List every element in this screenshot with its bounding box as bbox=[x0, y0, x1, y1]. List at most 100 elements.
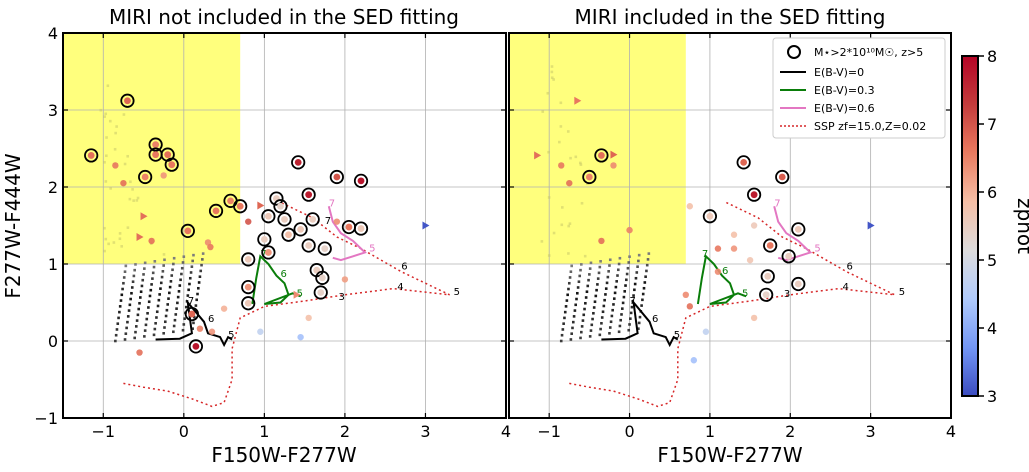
track-age-label: 5 bbox=[228, 330, 234, 341]
model-grid-point bbox=[588, 335, 592, 338]
galaxy-limit-marker bbox=[422, 221, 430, 230]
massive-galaxy-point bbox=[766, 242, 774, 249]
track-age-label: 5 bbox=[742, 288, 748, 299]
model-grid-point bbox=[584, 296, 588, 299]
faint-model-point bbox=[126, 226, 130, 229]
model-grid-point bbox=[165, 308, 169, 312]
massive-galaxy-ring bbox=[261, 245, 276, 260]
model-grid-point bbox=[633, 282, 637, 286]
model-grid-point bbox=[168, 291, 171, 295]
faint-model-point bbox=[106, 84, 110, 88]
model-grid-point bbox=[198, 275, 202, 279]
colorbar-tick-label: 8 bbox=[987, 47, 997, 66]
legend: M⋆>2*10¹⁰M☉, z>5 E(B-V)=0 E(B-V)=0.3 E(B-V… bbox=[772, 37, 946, 139]
model-grid-point bbox=[568, 276, 572, 279]
x-tick-label: 4 bbox=[946, 422, 956, 441]
model-grid-point bbox=[625, 278, 628, 282]
faint-model-point bbox=[579, 163, 583, 166]
model-grid-point bbox=[155, 316, 158, 319]
model-grid-point bbox=[187, 288, 190, 292]
galaxy-point bbox=[136, 349, 143, 356]
model-grid-point bbox=[616, 268, 620, 272]
galaxy-point bbox=[558, 162, 565, 169]
track-age-label: 5 bbox=[674, 330, 680, 341]
model-grid-point bbox=[201, 258, 204, 261]
faint-model-point bbox=[99, 108, 103, 112]
model-grid-point bbox=[186, 294, 190, 297]
model-grid-point bbox=[118, 310, 121, 314]
massive-galaxy-ring bbox=[759, 287, 774, 302]
model-grid-point bbox=[605, 281, 609, 285]
model-grid-point bbox=[580, 325, 584, 328]
galaxy-point bbox=[305, 314, 312, 322]
legend-box bbox=[772, 37, 946, 139]
model-grid-point bbox=[612, 303, 615, 306]
massive-galaxy-ring bbox=[329, 169, 344, 185]
legend-label-2: E(B-V)=0.6 bbox=[814, 102, 875, 115]
track-age-label: 3 bbox=[338, 292, 344, 303]
model-grid-point bbox=[571, 326, 574, 330]
model-grid-point bbox=[618, 256, 622, 260]
faint-model-point bbox=[108, 119, 112, 123]
model-grid-point bbox=[137, 307, 141, 311]
model-grid-point bbox=[627, 261, 631, 264]
model-grid-point bbox=[135, 319, 139, 322]
model-grid-point bbox=[602, 304, 606, 308]
colorbar: 3 4 5 6 7 8 zphot bbox=[961, 47, 1029, 406]
faint-model-point bbox=[569, 156, 572, 160]
model-grid-point bbox=[143, 329, 147, 332]
model-grid-point bbox=[168, 285, 172, 289]
massive-galaxy-point bbox=[264, 249, 272, 256]
x-tick-label: −1 bbox=[537, 422, 561, 441]
model-grid-point bbox=[134, 263, 137, 266]
model-grid-point bbox=[129, 297, 132, 301]
massive-galaxy-ring bbox=[233, 199, 248, 214]
galaxy-point bbox=[220, 305, 228, 312]
massive-galaxy-point bbox=[333, 173, 341, 181]
faint-model-point bbox=[558, 140, 561, 144]
faint-model-point bbox=[135, 199, 139, 202]
track-age-label: 4 bbox=[397, 282, 403, 293]
massive-galaxy-point bbox=[762, 291, 770, 299]
legend-label-0: E(B-V)=0 bbox=[814, 66, 864, 79]
model-grid-point bbox=[630, 305, 634, 309]
galaxy-limit-marker bbox=[293, 290, 301, 299]
faint-model-point bbox=[546, 91, 550, 95]
colorbar-tick-label: 3 bbox=[987, 387, 997, 406]
model-grid-point bbox=[617, 262, 621, 266]
model-grid-point bbox=[633, 288, 636, 292]
model-grid-point bbox=[594, 294, 598, 298]
model-grid-point bbox=[201, 252, 205, 255]
massive-galaxy-point bbox=[277, 202, 284, 210]
model-grid-point bbox=[140, 284, 144, 288]
model-grid-point bbox=[620, 313, 623, 316]
massive-galaxy-point bbox=[164, 151, 172, 159]
model-grid-point bbox=[188, 276, 192, 280]
model-grid-point bbox=[159, 287, 162, 290]
faint-model-point bbox=[120, 245, 124, 248]
track-age-label: 3 bbox=[784, 289, 790, 300]
model-grid-point bbox=[124, 332, 128, 335]
faint-model-point bbox=[128, 197, 132, 201]
massive-galaxy-point bbox=[317, 289, 325, 296]
track-age-label: 5 bbox=[369, 244, 375, 255]
model-grid-point bbox=[126, 320, 129, 324]
model-grid-point bbox=[599, 327, 602, 331]
model-grid-point bbox=[629, 317, 632, 320]
x-tick-label: −1 bbox=[91, 422, 115, 441]
faint-model-point bbox=[566, 130, 570, 133]
model-grid-point bbox=[629, 311, 633, 315]
model-grid-point bbox=[114, 333, 118, 337]
model-grid-point bbox=[153, 327, 157, 331]
massive-galaxy-point bbox=[192, 342, 200, 350]
galaxy-limit-marker bbox=[257, 201, 265, 210]
track-age-label: 5 bbox=[899, 287, 905, 298]
massive-galaxy-ring bbox=[120, 93, 135, 108]
model-grid-point bbox=[190, 265, 194, 268]
model-grid-point bbox=[136, 313, 140, 317]
track-age-label: 4 bbox=[843, 282, 849, 293]
model-grid-point bbox=[196, 292, 199, 296]
x-tick-label: 2 bbox=[785, 422, 795, 441]
